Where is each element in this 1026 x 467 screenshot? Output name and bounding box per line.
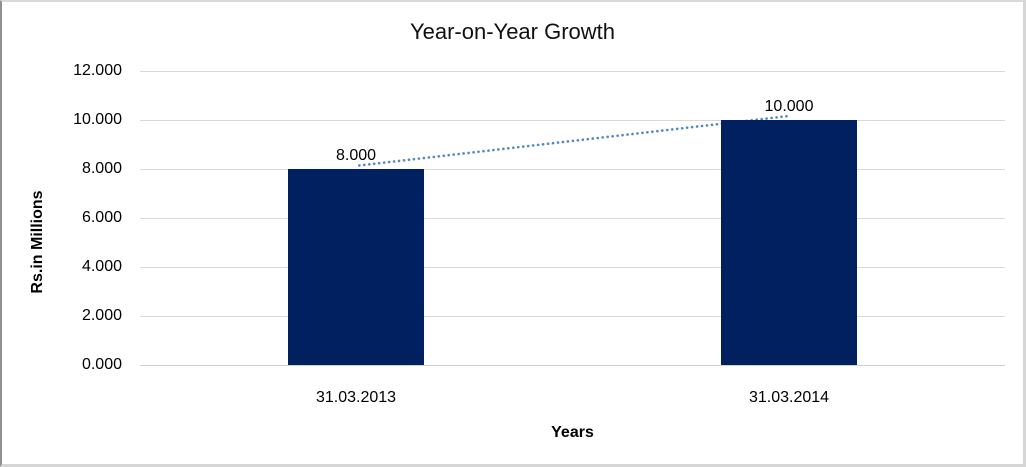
- bar-31.03.2014: [721, 120, 857, 365]
- gridline: [140, 169, 1005, 170]
- gridline: [140, 267, 1005, 268]
- y-tick-label: 2.000: [81, 307, 122, 324]
- bar-31.03.2013: [288, 169, 424, 365]
- gridline: [140, 316, 1005, 317]
- y-tick-label: 6.000: [81, 209, 122, 226]
- gridline: [140, 120, 1005, 121]
- bar-value-label: 10.000: [764, 98, 814, 115]
- bar-value-label: 8.000: [335, 147, 377, 164]
- x-axis-line: [140, 365, 1005, 366]
- gridline: [140, 218, 1005, 219]
- y-tick-label: 8.000: [81, 160, 122, 177]
- y-tick-label: 12.000: [73, 62, 122, 79]
- x-tick-label: 31.03.2014: [748, 389, 830, 406]
- y-tick-label: 4.000: [81, 258, 122, 275]
- y-tick-label: 0.000: [81, 356, 122, 373]
- y-axis-title: Rs.in Millions: [29, 190, 46, 294]
- gridline: [140, 71, 1005, 72]
- x-axis-title: Years: [551, 424, 594, 441]
- y-tick-label: 10.000: [73, 111, 122, 128]
- x-tick-label: 31.03.2013: [315, 389, 397, 406]
- chart-title: Year-on-Year Growth: [409, 19, 616, 44]
